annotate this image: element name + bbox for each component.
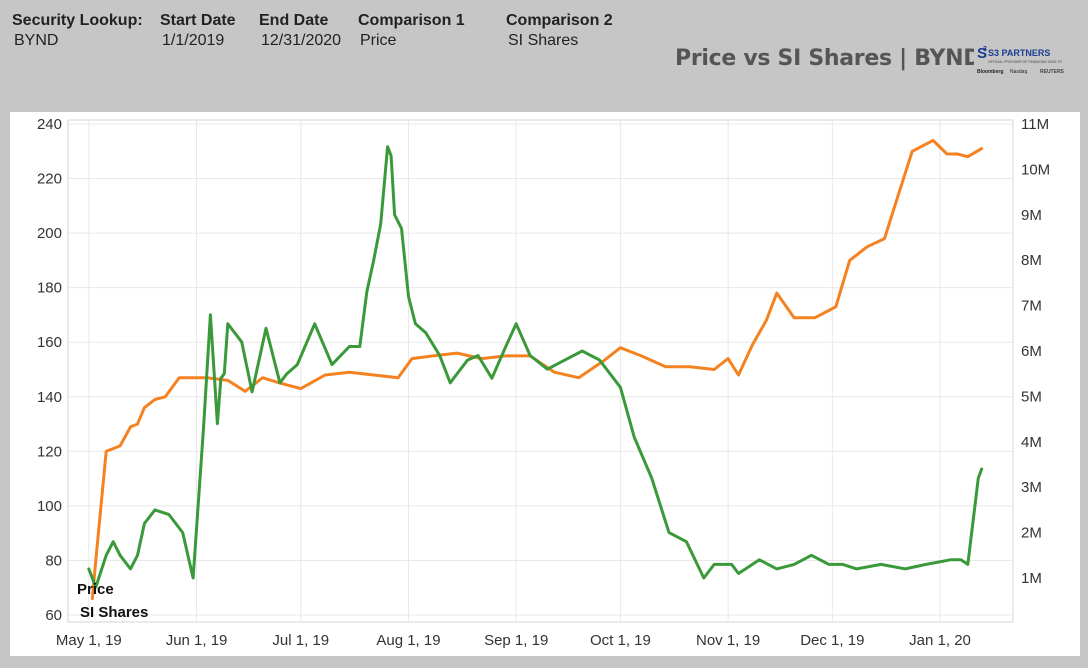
security-lookup-value[interactable]: BYND xyxy=(14,32,59,49)
x-tick-label: Sep 1, 19 xyxy=(484,632,548,649)
x-tick-label: Aug 1, 19 xyxy=(376,632,440,649)
y-left-tick-label: 100 xyxy=(37,498,62,515)
y-left-tick-label: 220 xyxy=(37,171,62,188)
price-vs-si-chart: 60 80 100 120 140 160 180 200 220 240 1M 2M 3M 4M 5M 6M… xyxy=(37,116,1050,649)
y-left-tick-label: 140 xyxy=(37,389,62,406)
y-right-tick-label: 3M xyxy=(1021,479,1042,496)
y-right-tick-label: 11M xyxy=(1021,116,1049,133)
y-right-tick-label: 1M xyxy=(1021,570,1042,587)
price-series-label: Price xyxy=(77,581,114,598)
svg-text:S: S xyxy=(977,45,987,62)
end-date-label: End Date xyxy=(259,12,329,29)
y-right-tick-label: 7M xyxy=(1021,298,1042,315)
logo-partner-reuters: REUTERS xyxy=(1040,69,1065,75)
y-right-tick-label: 10M xyxy=(1021,161,1050,178)
y-left-tick-label: 120 xyxy=(37,443,62,460)
comparison-1-filter[interactable]: Comparison 1 Price xyxy=(358,12,465,50)
x-tick-label: Nov 1, 19 xyxy=(696,632,760,649)
end-date-filter[interactable]: End Date 12/31/2020 xyxy=(259,12,341,50)
start-date-value[interactable]: 1/1/2019 xyxy=(162,32,225,49)
y-right-tick-label: 9M xyxy=(1021,207,1042,224)
comparison-1-label: Comparison 1 xyxy=(358,12,465,29)
comparison-2-label: Comparison 2 xyxy=(506,12,613,29)
security-lookup-label: Security Lookup: xyxy=(12,12,143,29)
price-series-line xyxy=(90,138,984,601)
si-shares-series-line xyxy=(87,145,984,589)
x-tick-label: Jul 1, 19 xyxy=(272,632,329,649)
chart-panel: 60 80 100 120 140 160 180 200 220 240 1M 2M 3M 4M 5M 6M… xyxy=(10,112,1080,656)
comparison-1-value[interactable]: Price xyxy=(360,32,397,49)
y-right-tick-label: 4M xyxy=(1021,434,1042,451)
x-tick-label: Jun 1, 19 xyxy=(166,632,228,649)
y-right-tick-label: 6M xyxy=(1021,343,1042,360)
y-left-tick-label: 180 xyxy=(37,280,62,297)
y-right-tick-label: 2M xyxy=(1021,525,1042,542)
plot-frame xyxy=(67,119,1014,623)
comparison-2-value[interactable]: SI Shares xyxy=(508,32,579,49)
logo-brand-text: S3 PARTNERS xyxy=(988,48,1050,58)
x-tick-label: Oct 1, 19 xyxy=(590,632,651,649)
s3-partners-logo-icon: S 3 S3 PARTNERS OFFICIAL PROVIDER OF FIN… xyxy=(974,41,1080,77)
y-left-tick-label: 160 xyxy=(37,334,62,351)
y-left-tick-label: 60 xyxy=(45,607,62,624)
security-lookup-filter[interactable]: Security Lookup: BYND xyxy=(12,12,143,50)
comparison-2-filter[interactable]: Comparison 2 SI Shares xyxy=(506,12,613,50)
y-right-tick-label: 5M xyxy=(1021,388,1042,405)
x-tick-label: May 1, 19 xyxy=(56,632,122,649)
chart-title: Price vs SI Shares | BYND xyxy=(675,46,982,71)
logo-tagline: OFFICIAL PROVIDER OF FINANCING DATA TO xyxy=(988,60,1062,64)
y-left-tick-label: 80 xyxy=(45,552,62,569)
svg-text:3: 3 xyxy=(983,46,987,53)
start-date-label: Start Date xyxy=(160,12,236,29)
start-date-filter[interactable]: Start Date 1/1/2019 xyxy=(160,12,236,50)
logo-partner-bloomberg: Bloomberg xyxy=(977,69,1003,75)
y-left-tick-label: 200 xyxy=(37,225,62,242)
si-shares-series-label: SI Shares xyxy=(80,604,148,621)
logo-partner-nasdaq: Nasdaq xyxy=(1010,69,1027,75)
y-right-tick-label: 8M xyxy=(1021,252,1042,269)
x-tick-label: Jan 1, 20 xyxy=(909,632,971,649)
x-tick-label: Dec 1, 19 xyxy=(800,632,864,649)
y-left-tick-label: 240 xyxy=(37,116,62,133)
end-date-value[interactable]: 12/31/2020 xyxy=(261,32,342,49)
